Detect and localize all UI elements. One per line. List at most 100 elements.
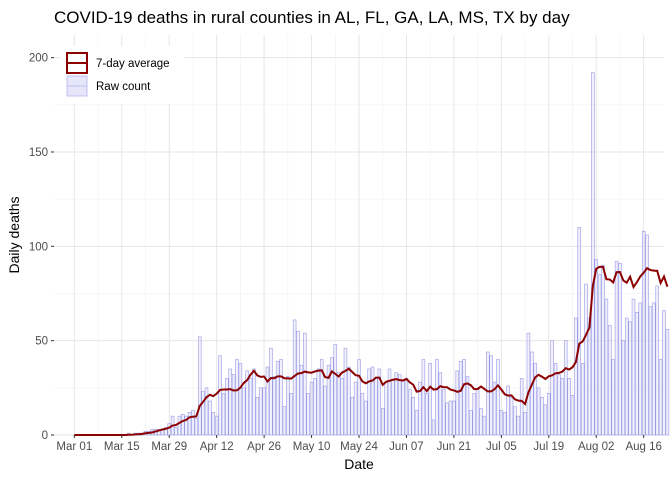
- raw-count-bar: [638, 302, 643, 436]
- raw-count-bar: [624, 317, 629, 436]
- raw-count-bar: [486, 351, 490, 436]
- raw-count-bar: [431, 419, 436, 436]
- raw-count-bar: [336, 372, 341, 436]
- raw-count-bar: [536, 387, 541, 436]
- raw-count-bar: [208, 400, 212, 436]
- raw-count-bar: [350, 396, 354, 436]
- raw-count-bar: [218, 355, 222, 436]
- raw-count-bar: [231, 374, 236, 436]
- raw-count-bar: [367, 368, 371, 436]
- raw-count-bar: [570, 395, 575, 436]
- raw-count-bar: [235, 359, 239, 436]
- raw-count-bar: [374, 378, 378, 436]
- x-tick-label: Jun 21: [437, 441, 472, 453]
- raw-count-bar: [557, 374, 561, 436]
- raw-count-bar: [540, 396, 544, 436]
- raw-count-bar: [506, 385, 510, 436]
- raw-count-bar: [513, 406, 517, 436]
- raw-count-bar: [635, 312, 639, 436]
- raw-count-bar: [319, 359, 324, 436]
- raw-count-bar: [652, 302, 656, 436]
- raw-count-bar: [357, 359, 361, 436]
- raw-count-bar: [279, 359, 283, 436]
- raw-count-bar: [360, 393, 365, 436]
- raw-count-bar: [258, 387, 263, 436]
- raw-count-bar: [211, 412, 216, 436]
- raw-count-bar: [502, 412, 507, 436]
- raw-count-bar: [316, 368, 321, 436]
- raw-count-bar: [296, 330, 300, 436]
- raw-count-bar: [286, 376, 290, 436]
- raw-count-bar: [245, 370, 249, 436]
- x-tick-label: Jul 19: [533, 441, 564, 453]
- raw-count-bar: [323, 385, 327, 436]
- raw-count-bar: [665, 329, 670, 436]
- raw-count-bar: [597, 274, 602, 436]
- raw-count-bar: [628, 321, 632, 436]
- raw-count-bar: [255, 396, 260, 436]
- raw-count-bar: [543, 404, 548, 436]
- y-tick-label: 50: [35, 336, 48, 348]
- raw-count-bar: [174, 427, 178, 436]
- raw-count-bar: [167, 423, 171, 436]
- raw-count-bar: [509, 396, 514, 436]
- raw-count-bar: [414, 410, 419, 436]
- raw-count-bar: [262, 387, 266, 436]
- raw-count-bar: [587, 317, 592, 436]
- raw-count-bar: [662, 310, 666, 436]
- raw-count-bar: [452, 400, 456, 436]
- x-tick-label: Apr 26: [247, 441, 281, 453]
- raw-count-bar: [577, 227, 582, 436]
- chart-title: COVID-19 deaths in rural counties in AL,…: [54, 8, 570, 27]
- raw-count-bar: [309, 381, 314, 436]
- y-axis-title: Daily deaths: [6, 196, 22, 273]
- raw-count-bar: [469, 410, 473, 436]
- raw-count-bar: [313, 378, 317, 436]
- raw-count-bar: [221, 393, 226, 436]
- x-tick-label: Jul 05: [486, 441, 517, 453]
- raw-count-bar: [591, 72, 595, 436]
- raw-count-bar: [306, 393, 310, 436]
- x-tick-label: May 10: [293, 441, 331, 453]
- raw-count-bar: [228, 368, 232, 436]
- raw-count-bar: [472, 393, 476, 436]
- y-axis: 0 50 100 150 200: [29, 53, 54, 442]
- raw-count-bar: [441, 389, 446, 436]
- raw-count-bar: [462, 359, 466, 436]
- raw-count-bar: [465, 376, 470, 436]
- raw-count-bar: [408, 389, 412, 436]
- raw-count-bar: [177, 415, 182, 436]
- raw-count-bar: [435, 359, 439, 436]
- raw-count-bar: [191, 410, 195, 436]
- raw-count-bar: [448, 400, 453, 436]
- y-tick-label: 100: [29, 241, 48, 253]
- raw-count-bar: [343, 347, 348, 436]
- raw-count-bar: [425, 393, 429, 436]
- raw-count-bar: [187, 412, 192, 436]
- x-tick-label: Aug 16: [625, 441, 661, 453]
- raw-count-bar: [655, 285, 659, 436]
- raw-count-bar: [238, 362, 243, 436]
- raw-count-bar: [164, 427, 168, 436]
- x-axis-title: Date: [344, 456, 374, 472]
- raw-count-bar: [631, 298, 636, 436]
- raw-count-bar: [526, 332, 531, 436]
- raw-count-bar: [340, 378, 344, 436]
- raw-count-bar: [621, 340, 626, 436]
- raw-count-bar: [157, 429, 161, 436]
- raw-count-bar: [181, 413, 185, 436]
- legend: 7-day average Raw count: [60, 46, 184, 104]
- raw-count-bar: [601, 264, 605, 436]
- raw-count-bar: [184, 415, 188, 436]
- raw-count-bar: [618, 262, 622, 436]
- raw-count-bar: [580, 362, 585, 436]
- x-tick-label: Apr 12: [200, 441, 234, 453]
- seven-day-average-line: [74, 265, 669, 436]
- raw-count-bar: [530, 351, 534, 436]
- raw-count-bar: [387, 368, 392, 436]
- raw-count-bar: [455, 370, 460, 436]
- raw-count-bar: [272, 376, 277, 436]
- raw-count-bar: [594, 259, 598, 436]
- raw-count-bar: [611, 359, 615, 436]
- raw-count-bar: [397, 374, 402, 436]
